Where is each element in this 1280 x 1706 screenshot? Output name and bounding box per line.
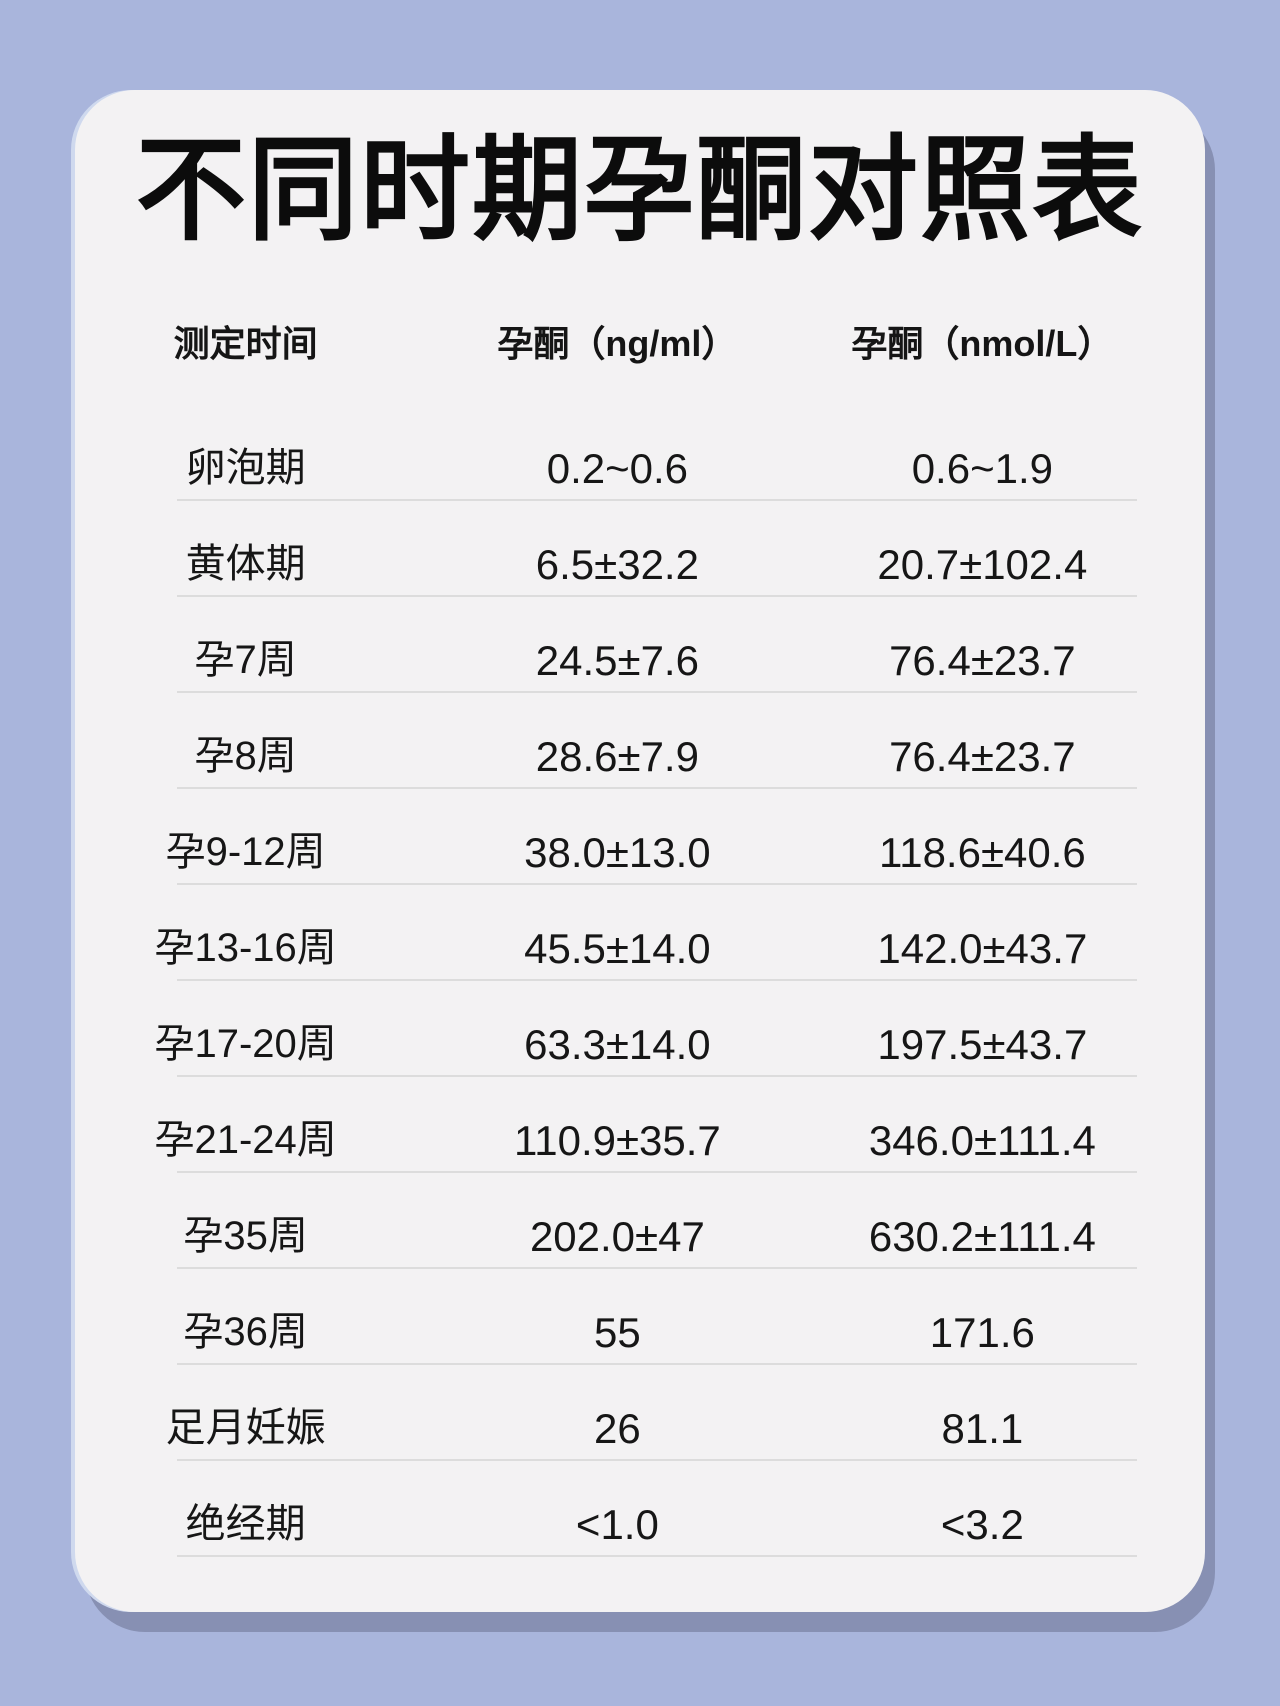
row-value-ngml: 0.2~0.6 [546,445,689,493]
table-row: 黄体期 6.5±32.2 20.7±102.4 [75,501,1205,598]
row-value-ngml: 63.3±14.0 [524,1021,711,1069]
table-body: 卵泡期 0.2~0.6 0.6~1.9 黄体期 6.5±32.2 20.7±10… [75,405,1205,1558]
row-period-label: 孕21-24周 [154,1118,337,1163]
row-value-nmol: 171.6 [929,1309,1035,1357]
row-period-label: 黄体期 [185,542,306,587]
column-header-progesterone-ngml: 孕酮（ng/ml） [497,323,738,365]
table-row: 绝经期 <1.0 <3.2 [75,1461,1205,1558]
row-period-label: 绝经期 [185,1502,306,1547]
row-period-label: 孕7周 [194,638,297,683]
row-value-ngml: 55 [594,1309,641,1357]
column-header-measure-time: 测定时间 [173,323,318,365]
row-period-label: 卵泡期 [185,446,306,491]
table-row: 孕7周 24.5±7.6 76.4±23.7 [75,597,1205,694]
row-period-label: 孕8周 [194,734,297,779]
row-value-nmol: <3.2 [940,1501,1024,1549]
column-header-progesterone-nmol: 孕酮（nmol/L） [851,323,1114,365]
reference-table-card: 不同时期孕酮对照表 测定时间 孕酮（ng/ml） 孕酮（nmol/L） 卵泡期 … [75,90,1205,1612]
row-period-label: 孕13-16周 [154,926,337,971]
row-period-label: 孕9-12周 [165,830,326,875]
table-row: 孕35周 202.0±47 630.2±111.4 [75,1173,1205,1270]
row-value-nmol: 630.2±111.4 [868,1213,1096,1261]
row-value-nmol: 20.7±102.4 [877,541,1088,589]
row-value-nmol: 142.0±43.7 [877,925,1088,973]
row-value-nmol: 118.6±40.6 [878,829,1086,877]
row-value-nmol: 0.6~1.9 [911,445,1054,493]
row-value-ngml: 26 [594,1405,641,1453]
row-value-nmol: 346.0±111.4 [868,1117,1096,1165]
table-row: 卵泡期 0.2~0.6 0.6~1.9 [75,405,1205,502]
row-period-label: 孕17-20周 [154,1022,337,1067]
row-value-nmol: 76.4±23.7 [889,637,1076,685]
row-period-label: 孕35周 [183,1214,308,1259]
row-value-ngml: 110.9±35.7 [513,1117,721,1165]
table-row: 孕21-24周 110.9±35.7 346.0±111.4 [75,1077,1205,1174]
table-row: 孕17-20周 63.3±14.0 197.5±43.7 [75,981,1205,1078]
table-row: 孕9-12周 38.0±13.0 118.6±40.6 [75,789,1205,886]
row-value-ngml: <1.0 [575,1501,659,1549]
row-value-ngml: 28.6±7.9 [535,733,699,781]
row-period-label: 孕36周 [183,1310,308,1355]
row-value-nmol: 197.5±43.7 [877,1021,1088,1069]
row-value-ngml: 24.5±7.6 [535,637,699,685]
row-value-nmol: 76.4±23.7 [889,733,1076,781]
table-row: 孕36周 55 171.6 [75,1269,1205,1366]
table-row: 足月妊娠 26 81.1 [75,1365,1205,1462]
row-period-label: 足月妊娠 [165,1406,326,1451]
table-row: 孕13-16周 45.5±14.0 142.0±43.7 [75,885,1205,982]
row-value-ngml: 202.0±47 [529,1213,705,1261]
row-value-nmol: 81.1 [941,1405,1024,1453]
row-value-ngml: 45.5±14.0 [524,925,711,973]
row-value-ngml: 6.5±32.2 [535,541,699,589]
table-header-row: 测定时间 孕酮（ng/ml） 孕酮（nmol/L） [75,311,1205,371]
table-row: 孕8周 28.6±7.9 76.4±23.7 [75,693,1205,790]
row-value-ngml: 38.0±13.0 [524,829,711,877]
page-title: 不同时期孕酮对照表 [136,126,1144,255]
